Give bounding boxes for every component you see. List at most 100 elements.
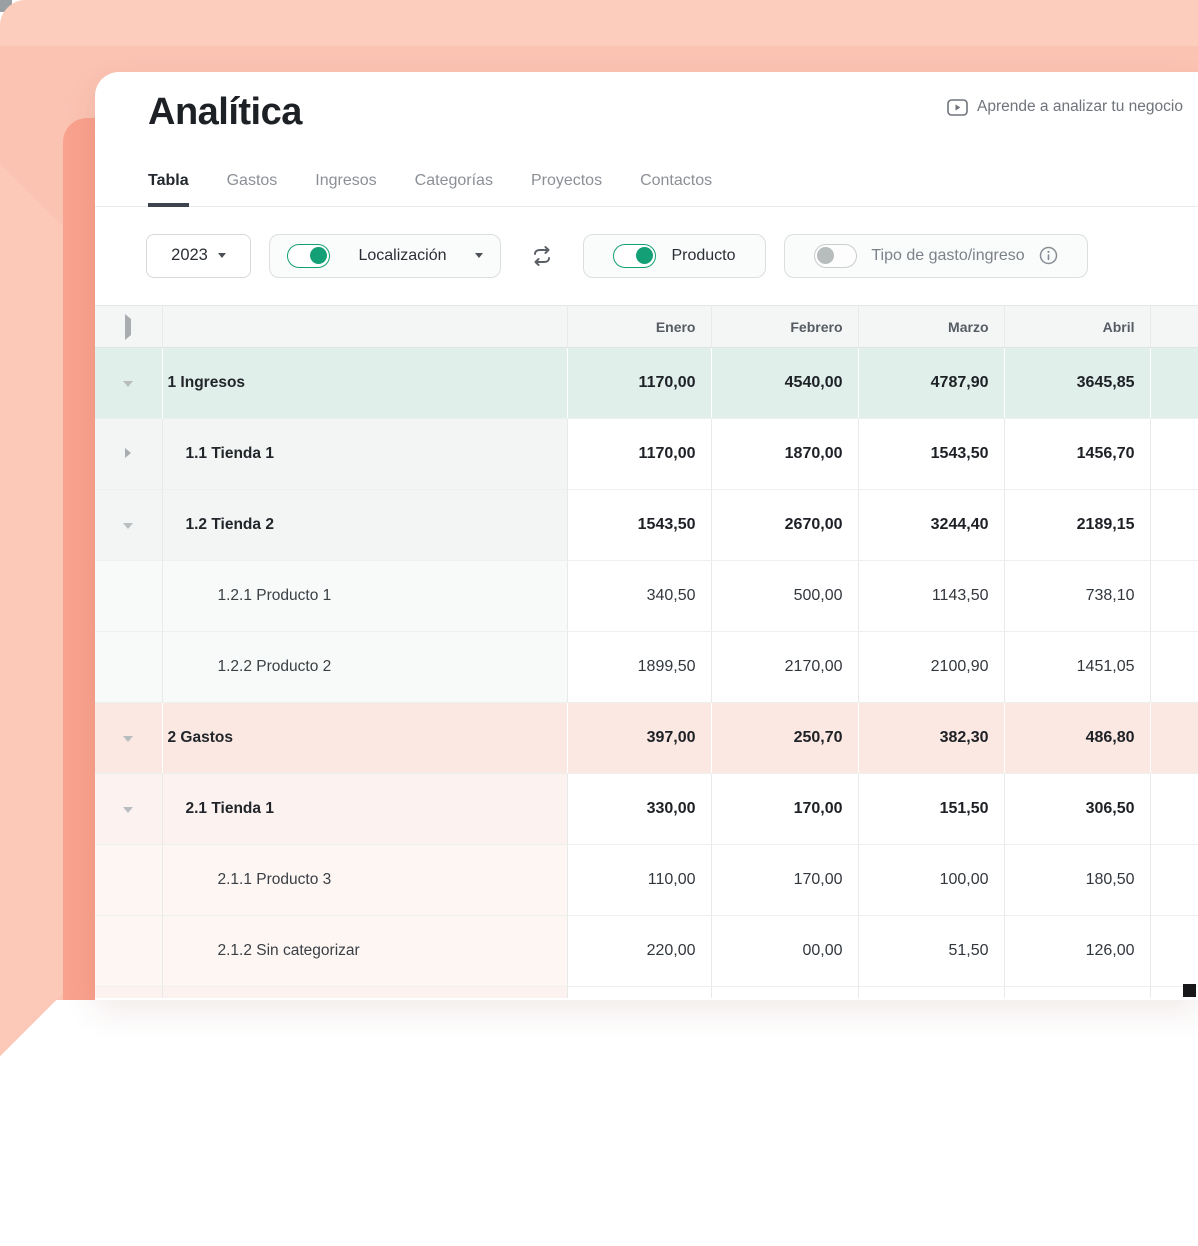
cell-partial <box>1150 773 1198 845</box>
expand-cell <box>95 986 163 998</box>
cell-value: 1870,00 <box>711 418 859 490</box>
learn-link[interactable]: Aprende a analizar tu negocio <box>947 98 1183 116</box>
month-header-enero: Enero <box>567 305 712 348</box>
expand-cell[interactable] <box>95 347 163 419</box>
corner-marker <box>1183 984 1196 997</box>
cell-partial <box>1150 986 1198 998</box>
month-header-febrero: Febrero <box>711 305 859 348</box>
tab-categorias[interactable]: Categorías <box>414 172 493 189</box>
localizacion-filter[interactable]: Localización <box>269 233 501 278</box>
cell-value: 2170,00 <box>711 631 859 703</box>
tab-proyectos[interactable]: Proyectos <box>530 172 603 189</box>
cell-partial <box>1150 489 1198 561</box>
cell-value: 4787,90 <box>858 347 1005 419</box>
cell-value: 1456,70 <box>1004 418 1151 490</box>
row-label[interactable]: 1.2 Tienda 2 <box>162 489 568 561</box>
swap-dimensions-button[interactable] <box>528 244 556 268</box>
localizacion-toggle[interactable] <box>287 243 330 268</box>
row-label[interactable]: 1 Ingresos <box>162 347 568 419</box>
cell-value: 00,00 <box>711 915 859 987</box>
tipo-gasto-ingreso-filter[interactable]: Tipo de gasto/ingreso <box>784 233 1088 278</box>
row-label[interactable]: 1.2.2 Producto 2 <box>162 631 568 703</box>
tab-bar: Tabla Gastos Ingresos Categorías Proyect… <box>95 148 1198 207</box>
row-label[interactable]: 2 Gastos <box>162 702 568 774</box>
tab-contactos[interactable]: Contactos <box>640 172 713 189</box>
row-label[interactable]: 2.1 Tienda 1 <box>162 773 568 845</box>
cell-value: 1143,50 <box>858 560 1005 632</box>
cell-value: 500,00 <box>711 560 859 632</box>
month-header-partial <box>1150 305 1198 348</box>
cell-value: 2670,00 <box>711 489 859 561</box>
expand-cell[interactable] <box>95 418 163 490</box>
row-label <box>162 986 568 998</box>
cell-value: 1170,00 <box>567 418 712 490</box>
cell-partial <box>1150 560 1198 632</box>
cell-value: 4540,00 <box>711 347 859 419</box>
table-row-partial <box>95 986 1198 998</box>
expand-all-cell[interactable] <box>95 305 163 348</box>
expand-cell <box>95 915 163 987</box>
background-light-band <box>0 0 1198 46</box>
swap-arrows-icon <box>534 245 550 266</box>
expand-cell <box>95 631 163 703</box>
cell-partial <box>1150 844 1198 916</box>
page-title: Analítica <box>148 91 302 133</box>
expand-cell[interactable] <box>95 489 163 561</box>
row-label[interactable]: 2.1.1 Producto 3 <box>162 844 568 916</box>
toggle-knob <box>636 246 654 264</box>
cell-value: 151,50 <box>858 773 1005 845</box>
month-header-abril: Abril <box>1004 305 1151 348</box>
chevron-right-icon[interactable] <box>125 313 132 340</box>
cell-value: 340,50 <box>567 560 712 632</box>
expand-cell[interactable] <box>95 773 163 845</box>
chevron-right-icon[interactable] <box>125 448 132 458</box>
cell-value: 3244,40 <box>858 489 1005 561</box>
table-row-producto1: 1.2.1 Producto 1 340,50 500,00 1143,50 7… <box>95 560 1198 632</box>
cell-value: 51,50 <box>858 915 1005 987</box>
chevron-down-icon[interactable] <box>123 736 134 742</box>
cell-value: 2189,15 <box>1004 489 1151 561</box>
cell-value: 1543,50 <box>858 418 1005 490</box>
cell-value: 330,00 <box>567 773 712 845</box>
month-header-marzo: Marzo <box>858 305 1005 348</box>
cell-value: 1899,50 <box>567 631 712 703</box>
expand-cell <box>95 844 163 916</box>
year-select[interactable]: 2023 <box>146 233 251 278</box>
tab-gastos[interactable]: Gastos <box>226 172 278 189</box>
row-label[interactable]: 1.2.1 Producto 1 <box>162 560 568 632</box>
table-row-tienda2: 1.2 Tienda 2 1543,50 2670,00 3244,40 218… <box>95 489 1198 561</box>
cell-value: 110,00 <box>567 844 712 916</box>
cell-value: 397,00 <box>567 702 712 774</box>
tipo-toggle[interactable] <box>814 243 858 268</box>
cell-value: 1170,00 <box>567 347 712 419</box>
row-label[interactable]: 1.1 Tienda 1 <box>162 418 568 490</box>
expand-cell[interactable] <box>95 702 163 774</box>
cell-value: 170,00 <box>711 773 859 845</box>
table-row-tienda1: 1.1 Tienda 1 1170,00 1870,00 1543,50 145… <box>95 418 1198 490</box>
tab-tabla[interactable]: Tabla <box>148 148 189 207</box>
cell-value: 3645,85 <box>1004 347 1151 419</box>
table-header-row: Enero Febrero Marzo Abril <box>95 305 1198 348</box>
row-label[interactable]: 2.1.2 Sin categorizar <box>162 915 568 987</box>
producto-toggle[interactable] <box>613 243 657 268</box>
cell-value: 180,50 <box>1004 844 1151 916</box>
producto-filter[interactable]: Producto <box>583 233 766 278</box>
year-value: 2023 <box>171 246 208 264</box>
toggle-knob <box>817 246 835 264</box>
chevron-down-icon[interactable] <box>123 807 134 813</box>
tab-ingresos[interactable]: Ingresos <box>315 172 377 189</box>
cell-value: 738,10 <box>1004 560 1151 632</box>
table-row-producto2: 1.2.2 Producto 2 1899,50 2170,00 2100,90… <box>95 631 1198 703</box>
chevron-down-icon[interactable] <box>123 381 134 387</box>
cell-value: 170,00 <box>711 844 859 916</box>
localizacion-label: Localización <box>358 246 447 264</box>
table-row-gastos: 2 Gastos 397,00 250,70 382,30 486,80 <box>95 702 1198 774</box>
cell-value: 2100,90 <box>858 631 1005 703</box>
chevron-down-icon[interactable] <box>123 523 134 529</box>
cell-value: 1543,50 <box>567 489 712 561</box>
tipo-label: Tipo de gasto/ingreso <box>871 246 1025 264</box>
cell-value: 220,00 <box>567 915 712 987</box>
cell-value: 486,80 <box>1004 702 1151 774</box>
cell-value: 1451,05 <box>1004 631 1151 703</box>
info-icon[interactable] <box>1039 246 1058 265</box>
